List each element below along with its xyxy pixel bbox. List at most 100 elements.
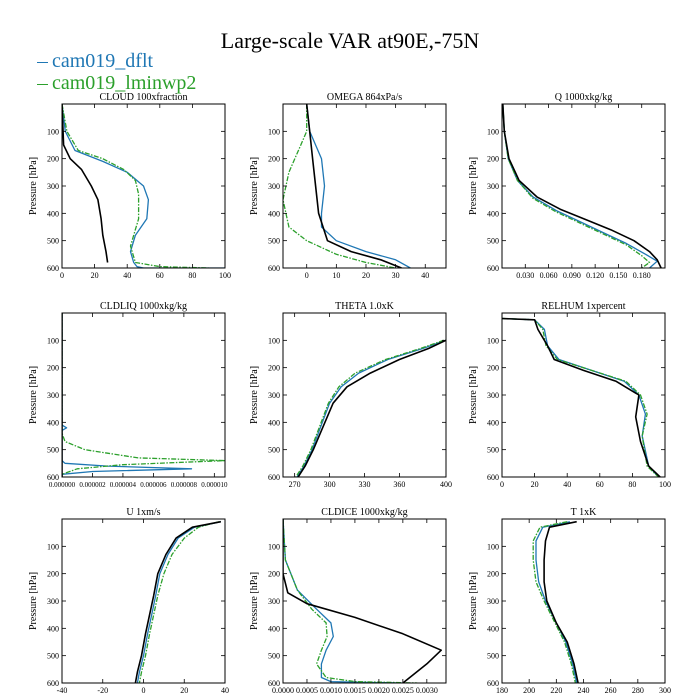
x-tick-label: 20 xyxy=(531,480,539,489)
series-line-0 xyxy=(62,313,193,477)
series-line-2 xyxy=(502,104,662,268)
plot-frame xyxy=(61,518,226,684)
y-tick-label: 500 xyxy=(487,237,499,246)
x-tick-label: 40 xyxy=(123,271,131,280)
x-tick-label: 80 xyxy=(188,271,196,280)
series-group xyxy=(502,104,662,268)
x-tick-label: 0.000002 xyxy=(79,481,106,489)
series-group xyxy=(283,104,411,268)
series-line-1 xyxy=(283,104,396,268)
series-group xyxy=(134,520,222,683)
series-line-2 xyxy=(502,317,661,477)
series-line-0 xyxy=(502,317,659,477)
series-line-1 xyxy=(283,519,418,683)
x-tick-label: 60 xyxy=(156,271,164,280)
subplot-title: T 1xK xyxy=(571,507,597,518)
series-group xyxy=(62,313,225,477)
x-tick-label: 60 xyxy=(596,480,604,489)
y-tick-label: 200 xyxy=(487,364,499,373)
x-tick-label: 0.000008 xyxy=(171,481,198,489)
series-line-2 xyxy=(305,104,402,268)
series-line-2 xyxy=(543,520,579,683)
y-tick-label: 500 xyxy=(268,446,280,455)
x-tick-label: 0.0025 xyxy=(392,686,414,695)
y-tick-label: 400 xyxy=(268,209,280,218)
legend-swatch-icon xyxy=(37,83,48,85)
x-tick-label: 0.0000 xyxy=(272,686,294,695)
series-group xyxy=(62,104,225,268)
x-tick-label: 0.180 xyxy=(633,271,651,280)
y-tick-label: 200 xyxy=(47,364,59,373)
x-tick-label: -40 xyxy=(57,686,68,695)
x-tick-label: 30 xyxy=(392,271,400,280)
x-tick-label: 200 xyxy=(523,686,535,695)
y-tick-label: 100 xyxy=(487,336,499,345)
y-tick-label: 600 xyxy=(47,679,59,688)
y-axis-label: Pressure [hPa] xyxy=(468,572,479,630)
x-tick-label: 0 xyxy=(305,271,309,280)
plot-frame xyxy=(61,312,226,478)
y-tick-label: 300 xyxy=(487,597,499,606)
plot-frame xyxy=(501,103,666,269)
series-line-2 xyxy=(283,519,442,683)
x-tick-label: 0.000004 xyxy=(110,481,137,489)
y-tick-label: 200 xyxy=(268,155,280,164)
series-line-1 xyxy=(502,317,659,477)
subplot-2: Q 1000xkg/kg Pressure [hPa] 100 200 300 400 50… xyxy=(468,92,666,280)
x-tick-label: 0.0010 xyxy=(320,686,342,695)
x-tick-label: 20 xyxy=(180,686,188,695)
y-axis-label: Pressure [hPa] xyxy=(468,366,479,424)
x-tick-label: 20 xyxy=(362,271,370,280)
y-tick-label: 300 xyxy=(47,182,59,191)
series-line-0 xyxy=(535,521,578,683)
subplot-title: RELHUM 1xpercent xyxy=(541,301,625,312)
y-axis-label: Pressure [hPa] xyxy=(249,572,260,630)
y-tick-label: 300 xyxy=(487,391,499,400)
subplot-3: CLDLIQ 1000xkg/kg Pressure [hPa] 100 200 300… xyxy=(28,301,228,489)
y-tick-label: 600 xyxy=(487,473,499,482)
y-tick-label: 100 xyxy=(268,127,280,136)
y-tick-label: 300 xyxy=(268,391,280,400)
subplot-4: THETA 1.0xK Pressure [hPa] 100 200 300 400 500… xyxy=(249,301,452,489)
series-line-0 xyxy=(306,104,411,268)
y-axis-label: Pressure [hPa] xyxy=(468,157,479,215)
y-tick-label: 500 xyxy=(268,652,280,661)
y-axis-label: Pressure [hPa] xyxy=(28,366,39,424)
y-tick-label: 200 xyxy=(268,364,280,373)
y-tick-label: 200 xyxy=(268,570,280,579)
x-tick-label: 0.090 xyxy=(563,271,581,280)
subplot-8: T 1xK Pressure [hPa] 100 200 300 400 500 600180… xyxy=(468,507,671,695)
y-tick-label: 400 xyxy=(487,209,499,218)
subplot-title: CLDICE 1000xkg/kg xyxy=(321,507,407,518)
y-axis-label: Pressure [hPa] xyxy=(28,157,39,215)
x-tick-label: 0.0030 xyxy=(416,686,438,695)
plot-frame xyxy=(282,103,447,269)
y-tick-label: 400 xyxy=(47,418,59,427)
y-tick-label: 200 xyxy=(487,570,499,579)
y-tick-label: 100 xyxy=(268,336,280,345)
legend-entry-dflt: cam019_dflt xyxy=(37,50,153,73)
y-tick-label: 600 xyxy=(487,679,499,688)
x-tick-label: 0.000010 xyxy=(201,481,228,489)
series-line-1 xyxy=(295,339,444,477)
x-tick-label: 0 xyxy=(60,271,64,280)
legend-label: cam019_lminwp2 xyxy=(52,72,197,94)
x-tick-label: 0.000000 xyxy=(49,481,76,489)
x-tick-label: 240 xyxy=(578,686,590,695)
x-tick-label: 0.0015 xyxy=(344,686,366,695)
x-tick-label: 330 xyxy=(359,480,371,489)
x-tick-label: 220 xyxy=(550,686,562,695)
x-tick-label: 280 xyxy=(632,686,644,695)
series-line-2 xyxy=(134,520,222,683)
x-tick-label: 10 xyxy=(332,271,340,280)
y-axis-label: Pressure [hPa] xyxy=(249,157,260,215)
x-tick-label: 0.0020 xyxy=(368,686,390,695)
y-tick-label: 200 xyxy=(487,155,499,164)
subplot-title: U 1xm/s xyxy=(126,507,160,518)
y-tick-label: 100 xyxy=(268,542,280,551)
x-tick-label: 400 xyxy=(440,480,452,489)
